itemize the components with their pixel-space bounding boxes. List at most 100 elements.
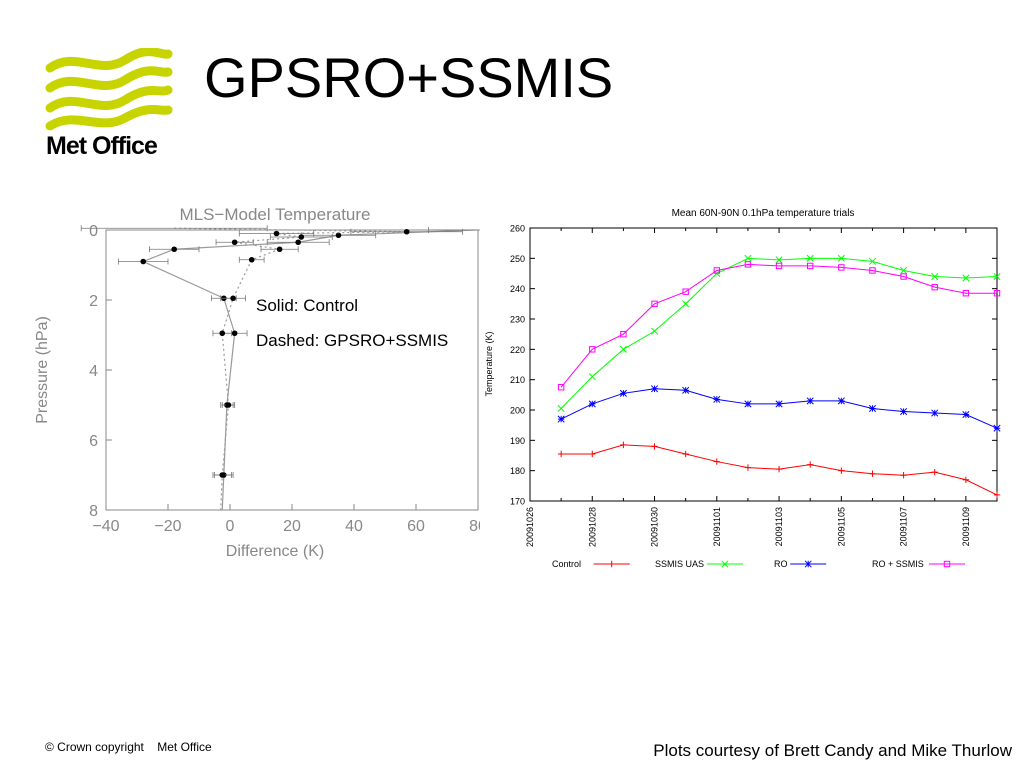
logo-wave xyxy=(45,105,173,131)
chart2-marker xyxy=(557,450,565,458)
footer-copyright-block: © Crown copyright Met Office xyxy=(45,740,212,754)
chart2-marker xyxy=(837,397,845,405)
chart2-marker xyxy=(962,476,970,483)
chart2-marker xyxy=(713,395,721,403)
chart2-marker xyxy=(682,386,690,394)
chart2-marker xyxy=(900,472,907,479)
chart2-marker xyxy=(838,264,845,271)
logo-wave xyxy=(45,85,173,113)
chart1-ytick-label: 0 xyxy=(89,223,98,240)
chart2-ytick-label: 240 xyxy=(510,284,525,294)
chart2-marker xyxy=(721,560,729,568)
chart1-ytick-label: 6 xyxy=(89,433,98,450)
chart1-series-line xyxy=(174,227,407,511)
chart2-xtick-label: 20091107 xyxy=(899,507,909,546)
chart2-marker xyxy=(993,272,1001,281)
chart2-marker xyxy=(713,458,720,465)
chart2-marker xyxy=(619,345,627,353)
chart2-marker xyxy=(557,404,565,413)
chart2-ytick-label: 220 xyxy=(510,345,525,355)
chart2-marker xyxy=(651,443,658,450)
chart2-plot-frame xyxy=(529,227,998,502)
chart2-marker xyxy=(557,415,565,423)
chart2-marker xyxy=(900,266,908,275)
chart1-point xyxy=(140,258,146,265)
chart2-marker xyxy=(869,470,876,477)
logo-wave xyxy=(45,48,173,73)
chart2-xtick-label: 20091030 xyxy=(650,507,660,547)
chart1-xtick-label: 60 xyxy=(407,518,425,535)
chart2-xtick-label: 20091109 xyxy=(961,507,971,546)
chart2-marker xyxy=(993,424,1001,432)
chart2-marker xyxy=(993,290,1001,297)
chart2-marker xyxy=(650,385,659,393)
chart2-marker xyxy=(868,257,877,265)
footer-copyright: © Crown copyright xyxy=(45,740,144,754)
chart1-ytick-label: 8 xyxy=(89,503,98,520)
chart2-marker xyxy=(931,409,939,417)
slide-title: GPSRO+SSMIS xyxy=(204,46,614,109)
logo-waves-icon xyxy=(45,48,173,131)
chart2-xtick-label: 20091105 xyxy=(836,507,846,546)
chart2-marker xyxy=(713,267,721,274)
chart1-xlabel: Difference (K) xyxy=(226,543,324,560)
chart2-marker xyxy=(931,272,939,281)
chart2-marker xyxy=(775,256,783,264)
chart1-xtick-label: 80 xyxy=(469,518,480,535)
chart2-marker xyxy=(962,290,970,297)
footer-org: Met Office xyxy=(157,740,212,754)
chart1-point xyxy=(276,246,283,253)
logo-text: Met Office xyxy=(46,132,158,160)
chart2-marker xyxy=(775,400,783,408)
chart2-marker xyxy=(608,560,615,568)
chart1-point xyxy=(231,330,238,337)
chart2-xtick-label: 20091101 xyxy=(712,507,722,546)
chart2-marker xyxy=(868,404,877,413)
chart1-xtick-label: −40 xyxy=(92,518,119,535)
chart2-marker xyxy=(962,274,970,282)
chart2-ytick-label: 210 xyxy=(510,375,525,385)
chart1-ytick-label: 2 xyxy=(89,293,98,310)
chart2-marker xyxy=(838,467,845,474)
chart2-ytick-label: 180 xyxy=(510,466,525,476)
chart2-marker xyxy=(775,262,783,270)
chart2-marker xyxy=(931,468,938,476)
chart2-legend-label: RO xyxy=(774,559,788,569)
chart2-marker xyxy=(804,560,812,568)
chart1-xtick-label: −20 xyxy=(154,518,181,535)
chart2-marker xyxy=(682,300,690,308)
chart2-marker xyxy=(806,254,814,262)
chart2-legend-label: Control xyxy=(552,559,581,569)
chart2-title: Mean 60N-90N 0.1hPa temperature trials xyxy=(672,208,855,219)
chart2-ylabel: Temperature (K) xyxy=(484,331,494,396)
chart2-marker xyxy=(993,491,1001,499)
chart2-marker xyxy=(557,384,565,391)
chart2-marker xyxy=(900,407,908,416)
chart2-marker xyxy=(650,327,659,335)
chart2-xtick-label: 20091026 xyxy=(525,507,535,547)
chart1-point xyxy=(248,256,255,263)
annotation-solid: Solid: Control xyxy=(256,296,359,316)
chart1-point xyxy=(225,402,232,408)
chart2-xtick-label: 20091103 xyxy=(774,507,784,546)
chart2-marker xyxy=(837,254,845,262)
chart1-point xyxy=(403,228,410,235)
chart1-xtick-label: 20 xyxy=(283,518,301,535)
chart1-ytick-label: 4 xyxy=(89,363,98,380)
chart1-point xyxy=(231,239,238,246)
chart2-ytick-label: 250 xyxy=(510,254,525,264)
chart2-marker xyxy=(806,397,814,405)
chart1-series-line xyxy=(141,229,475,511)
logo-wave xyxy=(45,66,173,93)
chart2-marker xyxy=(869,267,876,274)
chart2-marker xyxy=(589,346,596,353)
chart1-point xyxy=(230,295,236,302)
chart2-marker xyxy=(619,389,627,397)
chart2-ytick-label: 190 xyxy=(510,436,525,446)
chart2-marker xyxy=(900,273,907,280)
chart2-marker xyxy=(807,262,814,270)
chart2-marker xyxy=(589,450,596,458)
chart2-marker xyxy=(962,410,970,419)
chart2-marker xyxy=(682,450,689,458)
chart1-ylabel: Pressure (hPa) xyxy=(34,316,51,424)
